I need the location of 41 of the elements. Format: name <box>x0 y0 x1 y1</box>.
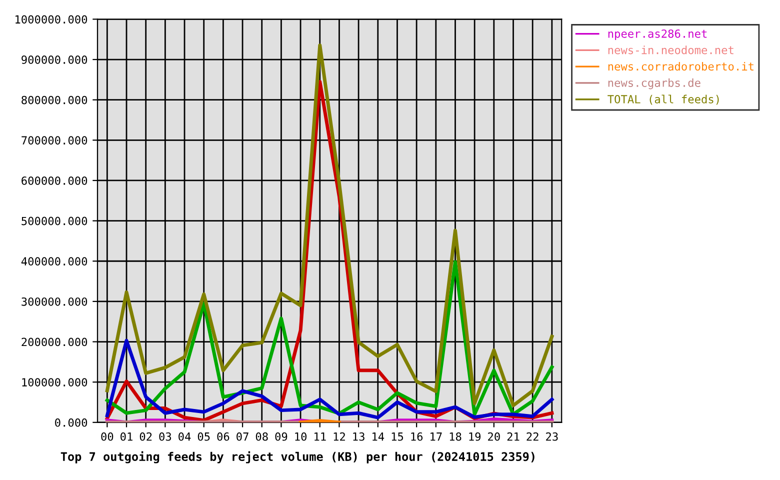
legend-label: news.corradoroberto.it <box>608 62 754 71</box>
x-tick-label: 14 <box>372 432 384 441</box>
legend-label: TOTAL (all feeds) <box>608 94 719 105</box>
x-tick-label: 02 <box>140 432 152 441</box>
y-tick-label: 200000.000 <box>22 338 88 346</box>
x-tick-label: 09 <box>275 432 288 441</box>
x-tick-label: 15 <box>392 432 404 441</box>
x-tick-label: 04 <box>178 432 191 441</box>
x-tick-label: 08 <box>256 432 268 441</box>
x-tick-label: 01 <box>120 432 132 441</box>
x-tick-label: 13 <box>353 432 364 441</box>
y-tick-label: 400000.000 <box>21 257 88 266</box>
x-tick-label: 23 <box>546 432 558 441</box>
x-tick-label: 10 <box>295 432 307 441</box>
y-tick-label: 600000.000 <box>22 176 88 185</box>
x-tick-label: 03 <box>159 432 172 441</box>
y-tick-label: 300000.000 <box>22 297 88 306</box>
x-tick-label: 19 <box>469 432 481 441</box>
x-tick-label: 20 <box>488 432 500 441</box>
x-tick-label: 12 <box>334 432 345 441</box>
x-axis-title: Top 7 outgoing feeds by reject volume (KB) per hour (20241015 2359) <box>60 451 534 464</box>
y-tick-label: 700000.000 <box>22 136 88 145</box>
x-tick-label: 21 <box>507 432 520 441</box>
y-tick-label: 900000.000 <box>22 56 88 64</box>
y-tick-label: 1000000.000 <box>16 15 88 24</box>
x-tick-label: 00 <box>101 432 114 441</box>
y-tick-label: 100000.000 <box>22 378 88 386</box>
y-tick-label: 800000.000 <box>22 96 88 104</box>
y-tick-label: 0.000 <box>55 418 88 427</box>
x-tick-label: 22 <box>526 432 538 441</box>
x-tick-label: 17 <box>430 432 442 441</box>
x-tick-label: 07 <box>236 432 248 441</box>
x-tick-label: 16 <box>411 432 423 441</box>
legend-label: npeer.as286.net <box>608 29 707 40</box>
x-tick-label: 18 <box>450 432 462 441</box>
legend-label: news-in.neodome.net <box>608 46 734 54</box>
y-tick-label: 500000.000 <box>22 216 88 226</box>
x-tick-label: 06 <box>217 432 230 441</box>
legend-label: news.cgarbs.de <box>608 78 700 90</box>
x-tick-label: 05 <box>198 432 210 441</box>
x-tick-label: 11 <box>314 432 326 441</box>
